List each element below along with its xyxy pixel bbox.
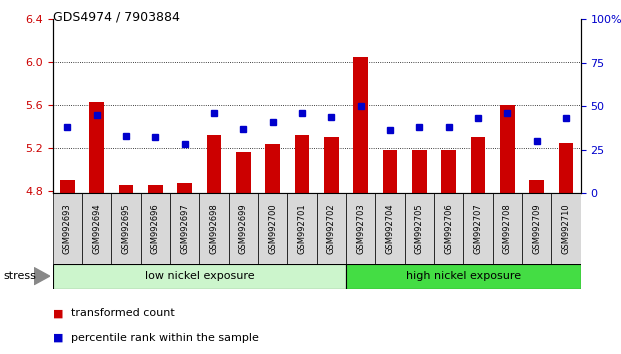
Bar [405,193,434,264]
Bar [383,150,397,193]
Bar [317,193,346,264]
Text: GSM992697: GSM992697 [180,203,189,254]
Bar [442,150,456,193]
Bar [89,102,104,193]
Polygon shape [34,268,50,285]
Bar [551,193,581,264]
Text: GSM992706: GSM992706 [444,203,453,254]
Bar [229,193,258,264]
Bar [141,193,170,264]
Bar [53,264,346,289]
Bar [434,193,463,264]
Bar [324,137,338,193]
Text: GSM992700: GSM992700 [268,203,277,254]
Text: GSM992695: GSM992695 [122,203,130,254]
Bar [500,105,515,193]
Text: GSM992698: GSM992698 [209,203,219,254]
Text: ■: ■ [53,308,63,318]
Text: GSM992696: GSM992696 [151,203,160,254]
Text: ■: ■ [53,333,63,343]
Bar [463,193,492,264]
Bar [529,180,544,193]
Text: GSM992704: GSM992704 [386,203,394,254]
Bar [295,135,309,193]
Text: GSM992699: GSM992699 [239,203,248,254]
Text: percentile rank within the sample: percentile rank within the sample [71,333,260,343]
Text: stress: stress [3,271,36,281]
Text: GSM992702: GSM992702 [327,203,336,254]
Text: GSM992709: GSM992709 [532,203,541,254]
Bar [346,193,375,264]
Text: GDS4974 / 7903884: GDS4974 / 7903884 [53,11,179,24]
Bar [258,193,288,264]
Text: GSM992705: GSM992705 [415,203,424,254]
Bar [346,264,581,289]
Text: low nickel exposure: low nickel exposure [145,271,254,281]
Bar [170,193,199,264]
Text: GSM992694: GSM992694 [93,203,101,254]
Text: GSM992707: GSM992707 [473,203,483,254]
Bar [353,57,368,193]
Bar [148,185,163,193]
Bar [53,193,82,264]
Bar [375,193,405,264]
Text: GSM992701: GSM992701 [297,203,307,254]
Bar [559,143,573,193]
Bar [236,152,251,193]
Text: GSM992703: GSM992703 [356,203,365,254]
Bar [119,185,134,193]
Text: GSM992708: GSM992708 [503,203,512,254]
Bar [111,193,141,264]
Bar [265,144,280,193]
Bar [522,193,551,264]
Text: transformed count: transformed count [71,308,175,318]
Bar [288,193,317,264]
Bar [178,183,192,193]
Text: high nickel exposure: high nickel exposure [406,271,521,281]
Bar [199,193,229,264]
Bar [412,150,427,193]
Bar [492,193,522,264]
Text: GSM992710: GSM992710 [561,203,571,254]
Text: GSM992693: GSM992693 [63,203,72,254]
Bar [207,135,222,193]
Bar [471,137,486,193]
Bar [60,180,75,193]
Bar [82,193,111,264]
